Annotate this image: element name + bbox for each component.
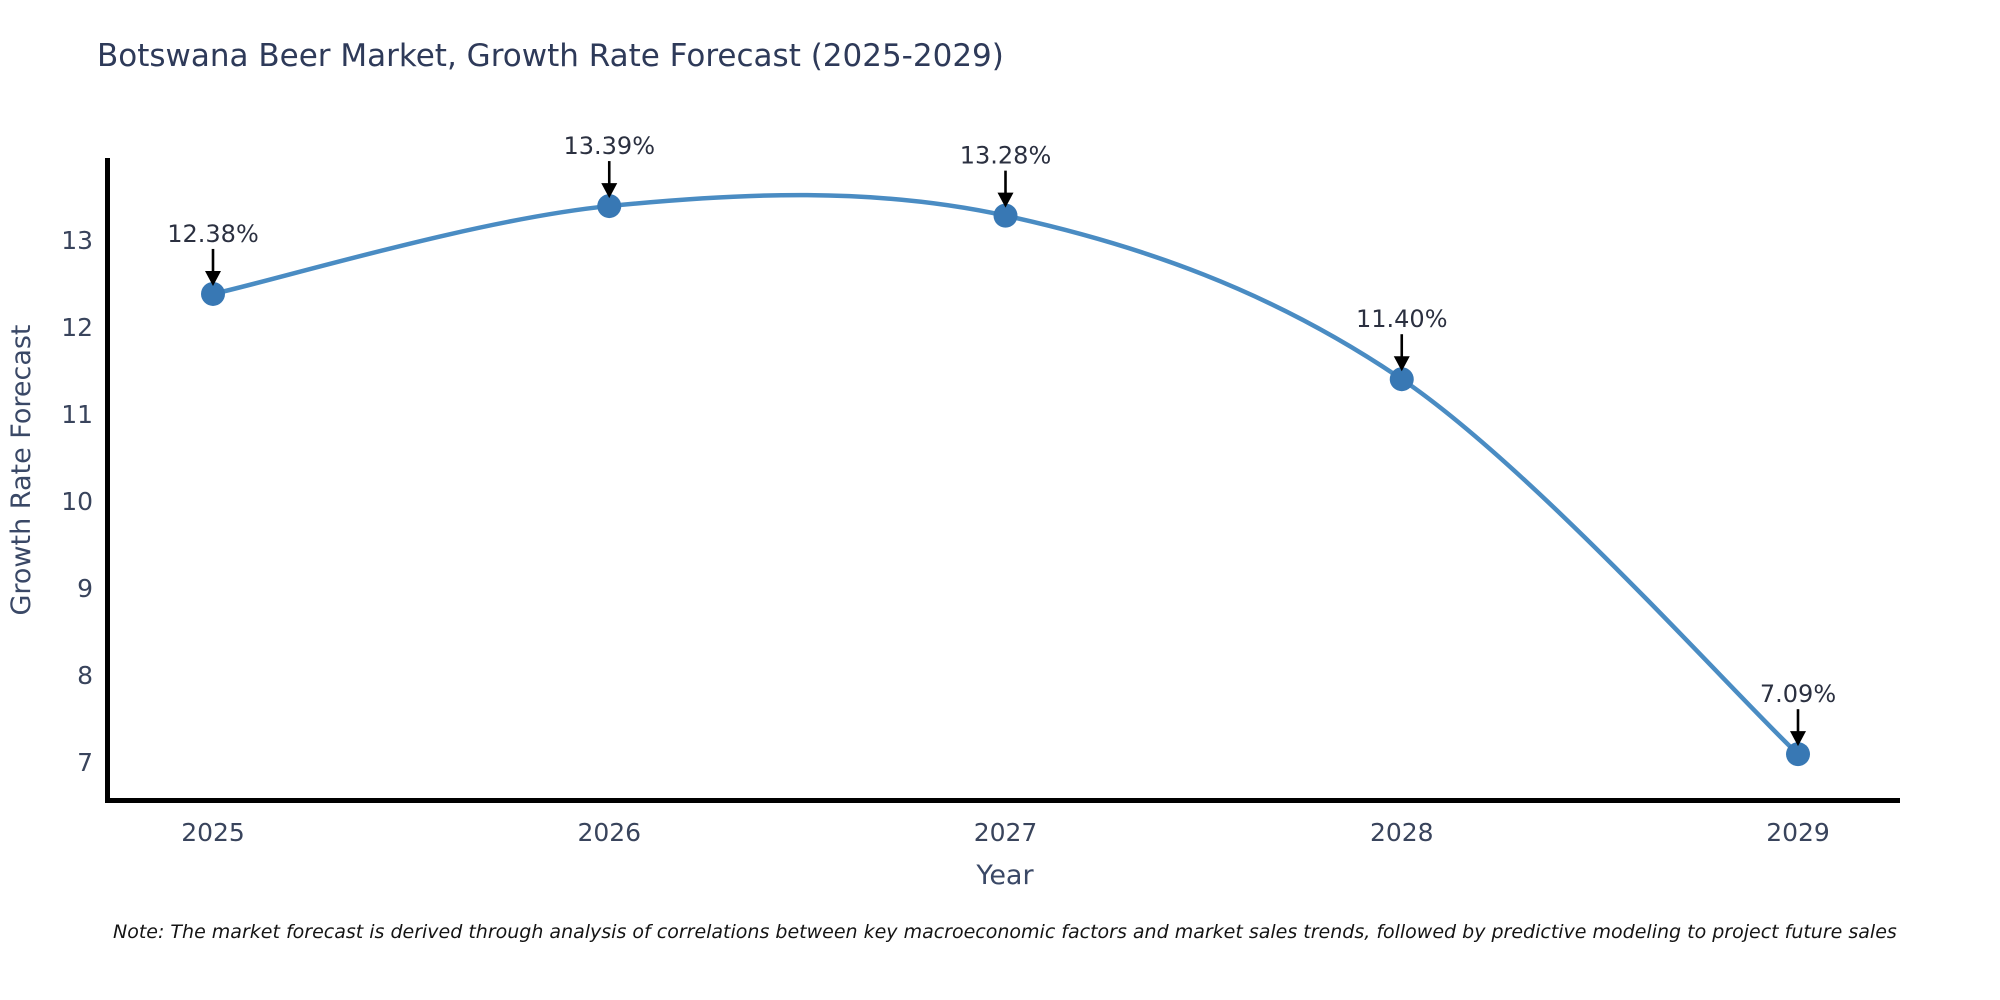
x-axis-spine — [105, 798, 1900, 803]
data-point-label: 13.39% — [563, 132, 655, 160]
y-axis-spine — [105, 158, 110, 803]
data-point-label: 11.40% — [1356, 305, 1448, 333]
data-point-label: 12.38% — [167, 220, 259, 248]
data-point-marker — [1389, 367, 1414, 392]
data-point-marker — [201, 281, 225, 306]
data-point-label: 13.28% — [960, 142, 1052, 170]
footnote: Note: The market forecast is derived thr… — [113, 921, 1897, 943]
y-tick-label: 12 — [61, 313, 93, 342]
forecast-line — [212, 192, 1800, 756]
data-point-marker — [1786, 742, 1810, 767]
x-tick-label: 2027 — [974, 818, 1038, 847]
annotation-arrow-head — [997, 192, 1014, 208]
x-tick-label: 2025 — [181, 818, 245, 847]
y-tick-label: 9 — [77, 574, 93, 603]
data-point-marker — [993, 203, 1018, 228]
y-tick-label: 13 — [61, 226, 93, 255]
x-tick-label: 2026 — [577, 818, 641, 847]
y-tick-label: 11 — [61, 400, 93, 429]
annotation-arrow-head — [1790, 731, 1806, 747]
data-point-label: 7.09% — [1760, 680, 1836, 708]
x-tick-label: 2029 — [1766, 818, 1830, 847]
annotation-arrow-head — [601, 183, 618, 199]
data-point-marker — [597, 194, 622, 219]
x-tick-label: 2028 — [1370, 818, 1434, 847]
annotation-arrow-head — [205, 270, 221, 286]
y-tick-label: 10 — [61, 487, 93, 516]
annotation-arrow-head — [1393, 356, 1410, 372]
chart-series-group: 7 8 9 10 11 12 13 2025 2026 2027 2028 2029 12.38% 13.… — [61, 132, 1900, 847]
chart-title: Botswana Beer Market, Growth Rate Foreca… — [97, 38, 1004, 74]
y-axis-title: Growth Rate Forecast — [6, 324, 37, 615]
y-tick-label: 8 — [77, 661, 93, 690]
x-axis-title: Year — [975, 860, 1034, 891]
y-tick-label: 7 — [77, 748, 93, 777]
